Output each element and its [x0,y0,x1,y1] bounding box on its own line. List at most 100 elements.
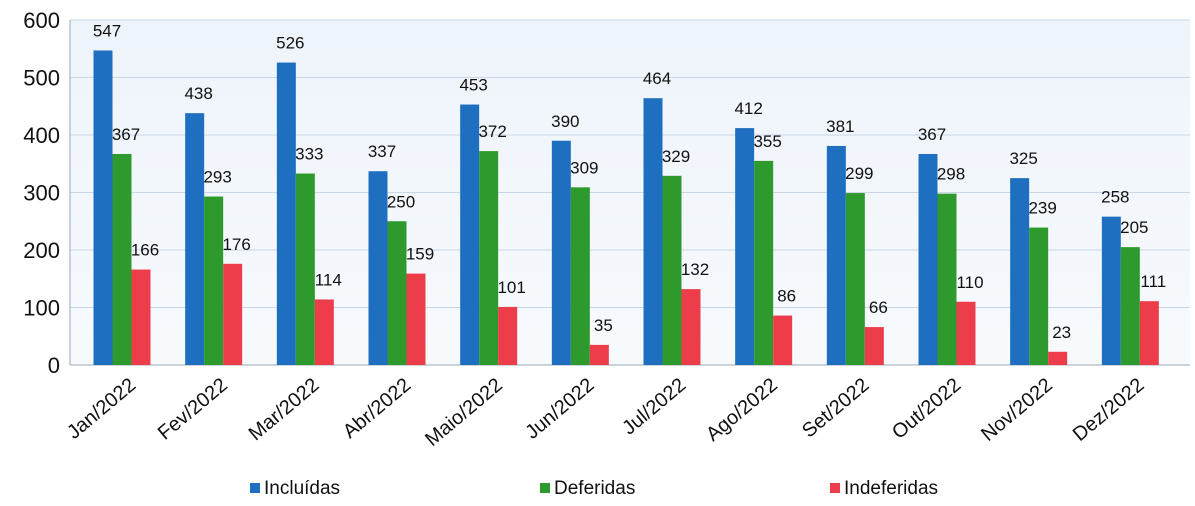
y-tick-label: 0 [48,353,60,378]
bar-deferidas-nov/2022 [1029,227,1049,365]
legend-swatch-deferidas [540,483,550,493]
y-tick-label: 600 [23,8,60,33]
data-label: 166 [131,241,159,260]
x-tick-label: Out/2022 [888,374,965,444]
bar-incluídas-nov/2022 [1010,178,1030,365]
x-tick-label: Jan/2022 [63,374,140,444]
data-label: 355 [753,132,781,151]
data-label: 66 [869,298,888,317]
x-tick-label: Jun/2022 [521,374,598,444]
data-label: 325 [1009,149,1037,168]
bar-incluídas-abr/2022 [368,171,388,365]
data-label: 35 [594,316,613,335]
bars [93,50,1159,366]
bar-deferidas-dez/2022 [1120,247,1140,365]
y-tick-label: 500 [23,66,60,91]
bar-incluídas-set/2022 [826,145,846,365]
data-label: 438 [184,84,212,103]
data-label: 464 [643,69,671,88]
bar-incluídas-mar/2022 [276,62,296,366]
x-tick-label: Ago/2022 [702,374,782,446]
data-label: 367 [112,125,140,144]
bar-indeferidas-dez/2022 [1139,301,1159,365]
bar-deferidas-set/2022 [845,193,865,365]
data-label: 298 [937,165,965,184]
data-label: 390 [551,112,579,131]
data-label: 299 [845,164,873,183]
bar-indeferidas-fev/2022 [223,263,243,365]
x-tick-label: Maio/2022 [421,374,507,451]
x-tick-label: Abr/2022 [339,374,415,443]
bar-indeferidas-maio/2022 [498,306,518,365]
bar-incluídas-jul/2022 [643,98,663,365]
bar-indeferidas-abr/2022 [406,273,426,365]
bar-indeferidas-mar/2022 [314,299,334,365]
bar-indeferidas-jun/2022 [589,344,609,365]
data-label: 101 [497,278,525,297]
x-tick-label: Jul/2022 [618,374,690,439]
data-label: 547 [93,21,121,40]
bar-deferidas-jan/2022 [112,153,132,365]
bar-incluídas-jan/2022 [93,50,113,365]
bar-deferidas-ago/2022 [754,160,774,365]
x-tick-label: Set/2022 [798,374,873,442]
data-label: 381 [826,117,854,136]
data-labels: 547 367 166 438 293 176 526 333 114 337 250 159 453 3… [93,21,1166,341]
bar-indeferidas-ago/2022 [773,315,793,365]
data-label: 132 [681,260,709,279]
legend: Incluídas Deferidas Indeferidas [250,478,938,499]
data-label: 111 [1140,272,1166,291]
data-label: 293 [203,168,231,187]
data-label: 333 [295,145,323,164]
y-tick-label: 300 [23,181,60,206]
data-label: 159 [406,245,434,264]
y-tick-label: 400 [23,123,60,148]
y-tick-label: 200 [23,238,60,263]
bar-indeferidas-set/2022 [864,327,884,365]
data-label: 412 [734,99,762,118]
x-tick-label: Fev/2022 [154,374,232,444]
data-label: 239 [1028,199,1056,218]
x-tick-label: Nov/2022 [977,374,1057,446]
bar-indeferidas-out/2022 [956,301,976,365]
data-label: 372 [478,122,506,141]
x-tick-label: Dez/2022 [1069,374,1149,446]
legend-swatch-incluídas [250,483,260,493]
data-label: 250 [387,192,415,211]
data-label: 258 [1101,188,1129,207]
bar-indeferidas-jan/2022 [131,269,151,365]
data-label: 110 [956,273,983,292]
bar-indeferidas-jul/2022 [681,289,701,365]
data-label: 23 [1052,323,1071,342]
bar-incluídas-maio/2022 [460,104,480,366]
data-label: 205 [1120,218,1148,237]
data-label: 86 [777,287,796,306]
legend-swatch-indeferidas [830,483,840,493]
data-label: 453 [459,76,487,95]
data-label: 176 [222,235,250,254]
y-axis: 0 100 200 300 400 500 600 [23,8,1190,378]
bar-deferidas-maio/2022 [479,151,499,365]
bar-incluídas-ago/2022 [735,128,755,365]
data-label: 526 [276,34,304,53]
bar-deferidas-jun/2022 [570,187,590,365]
x-tick-label: Mar/2022 [245,374,324,445]
bar-deferidas-jul/2022 [662,175,682,365]
x-axis: Jan/2022 Fev/2022 Mar/2022 Abr/2022 Maio/202… [63,374,1149,451]
data-label: 337 [368,142,396,161]
legend-label: Deferidas [554,478,635,499]
bar-deferidas-out/2022 [937,193,957,365]
bar-incluídas-out/2022 [918,153,938,365]
bar-deferidas-abr/2022 [387,221,407,365]
bar-deferidas-mar/2022 [295,173,315,365]
legend-label: Incluídas [264,478,340,499]
bar-deferidas-fev/2022 [204,196,224,365]
data-label: 114 [315,270,342,289]
y-tick-label: 100 [23,296,60,321]
data-label: 329 [662,147,690,166]
bar-indeferidas-nov/2022 [1048,351,1068,365]
bar-incluídas-fev/2022 [185,113,205,366]
bar-incluídas-jun/2022 [551,140,571,365]
